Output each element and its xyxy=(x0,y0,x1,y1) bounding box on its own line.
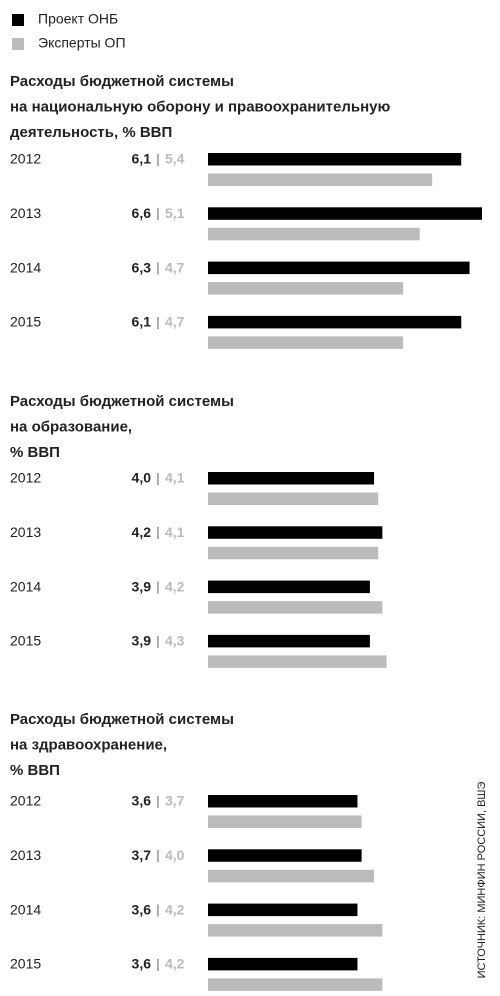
chart-title: на здравоохранение, xyxy=(10,736,167,753)
separator: | xyxy=(156,260,159,275)
value-label: 4,3 xyxy=(165,633,185,649)
category-label: 2015 xyxy=(10,633,41,649)
chart-title: % ВВП xyxy=(10,444,60,461)
value-label: 4,2 xyxy=(165,578,185,594)
value-label: 3,6 xyxy=(132,956,152,972)
bar xyxy=(208,903,358,917)
value-label: 6,1 xyxy=(132,151,152,167)
category-label: 2012 xyxy=(10,793,41,809)
bar xyxy=(208,924,383,937)
value-label: 4,0 xyxy=(132,470,152,486)
chart-title: Расходы бюджетной системы xyxy=(10,711,234,728)
bar xyxy=(208,795,358,808)
separator: | xyxy=(156,206,159,221)
legend-label: Проект ОНБ xyxy=(38,11,118,27)
legend-swatch xyxy=(12,14,24,26)
category-label: 2014 xyxy=(10,901,41,917)
separator: | xyxy=(156,470,159,485)
category-label: 2015 xyxy=(10,314,41,330)
value-label: 6,3 xyxy=(132,259,152,275)
bar xyxy=(208,526,383,539)
separator: | xyxy=(156,525,159,540)
chart-title: Расходы бюджетной системы xyxy=(10,393,234,410)
value-label: 3,7 xyxy=(132,847,152,863)
bar xyxy=(208,655,387,668)
value-label: 3,6 xyxy=(132,901,152,917)
separator: | xyxy=(156,793,159,808)
bar xyxy=(208,492,379,505)
separator: | xyxy=(156,902,159,917)
chart-title: на национальную оборону и правоохранител… xyxy=(10,98,390,115)
bar xyxy=(208,261,470,275)
value-label: 4,7 xyxy=(165,314,185,330)
category-label: 2012 xyxy=(10,470,41,486)
value-label: 3,9 xyxy=(132,633,152,649)
category-label: 2013 xyxy=(10,205,41,221)
separator: | xyxy=(156,848,159,863)
bar xyxy=(208,227,420,241)
value-label: 4,1 xyxy=(165,524,185,540)
category-label: 2012 xyxy=(10,151,41,167)
separator: | xyxy=(156,151,159,166)
separator: | xyxy=(156,314,159,329)
value-label: 6,6 xyxy=(132,205,152,221)
legend-swatch xyxy=(12,38,24,50)
category-label: 2013 xyxy=(10,524,41,540)
separator: | xyxy=(156,956,159,971)
bar xyxy=(208,282,404,295)
bar xyxy=(208,580,370,594)
value-label: 3,9 xyxy=(132,578,152,594)
chart-title: деятельность, % ВВП xyxy=(10,124,172,141)
bar xyxy=(208,957,358,971)
bar xyxy=(208,336,404,349)
bar xyxy=(208,869,375,883)
value-label: 4,2 xyxy=(132,524,152,540)
separator: | xyxy=(156,579,159,594)
value-label: 3,6 xyxy=(132,793,152,809)
bar xyxy=(208,634,370,648)
chart-title: Расходы бюджетной системы xyxy=(10,73,234,90)
legend-label: Эксперты ОП xyxy=(38,35,126,51)
bar xyxy=(208,315,462,329)
value-label: 3,7 xyxy=(165,793,185,809)
category-label: 2015 xyxy=(10,956,41,972)
bar xyxy=(208,173,433,186)
value-label: 4,2 xyxy=(165,956,185,972)
value-label: 5,1 xyxy=(165,205,185,221)
value-label: 5,4 xyxy=(165,151,185,167)
value-label: 4,7 xyxy=(165,259,185,275)
value-label: 4,1 xyxy=(165,470,185,486)
separator: | xyxy=(156,633,159,648)
bar xyxy=(208,815,362,828)
bar xyxy=(208,849,362,862)
bar xyxy=(208,978,383,991)
category-label: 2014 xyxy=(10,259,41,275)
category-label: 2014 xyxy=(10,578,41,594)
bar xyxy=(208,601,383,614)
bar xyxy=(208,153,462,166)
value-label: 4,0 xyxy=(165,847,185,863)
source: ИСТОЧНИК: МИНФИН РОССИИ, ВШЭ xyxy=(476,782,488,979)
bar xyxy=(208,207,482,220)
value-label: 6,1 xyxy=(132,314,152,330)
bar xyxy=(208,472,375,485)
chart-title: на образование, xyxy=(10,418,132,435)
bar xyxy=(208,546,379,560)
category-label: 2013 xyxy=(10,847,41,863)
value-label: 4,2 xyxy=(165,901,185,917)
chart-title: % ВВП xyxy=(10,762,60,779)
